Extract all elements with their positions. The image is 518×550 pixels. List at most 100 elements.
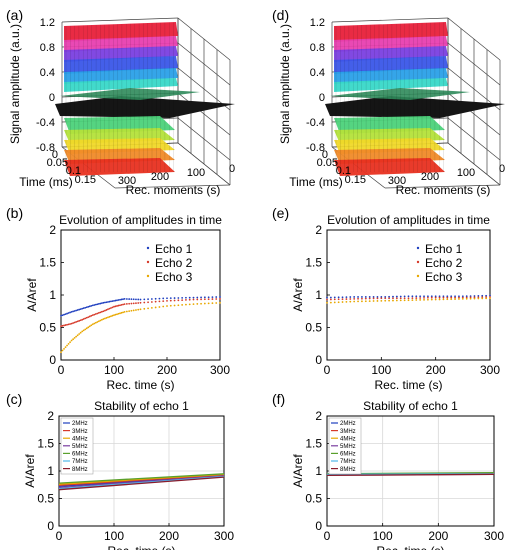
data-point <box>130 298 133 301</box>
data-point <box>93 322 96 325</box>
back-grid-line <box>61 17 179 23</box>
z-tick-label: 0.4 <box>310 67 325 79</box>
data-point <box>114 305 117 308</box>
data-point <box>84 328 87 331</box>
data-point <box>79 308 82 311</box>
data-point <box>75 321 78 323</box>
z-tick-label: -0.4 <box>36 117 55 129</box>
data-point <box>150 298 153 300</box>
data-point <box>123 311 126 313</box>
data-point <box>380 296 383 298</box>
data-point <box>461 298 464 300</box>
data-point <box>107 308 109 311</box>
data-point <box>166 299 168 302</box>
data-point <box>150 301 153 303</box>
data-point <box>122 303 124 306</box>
y-tick-label: 2 <box>49 223 56 237</box>
x-axis-label: Rec. time (s) <box>107 544 175 550</box>
data-point <box>361 297 363 300</box>
data-point <box>169 304 172 307</box>
panel-letter: (c) <box>6 391 22 407</box>
data-point <box>419 295 422 298</box>
data-point <box>123 303 126 305</box>
x-axis-label: Rec. time (s) <box>376 544 444 550</box>
data-point <box>139 298 142 301</box>
data-point <box>81 307 84 310</box>
data-point <box>407 297 410 300</box>
data-point <box>181 304 184 306</box>
data-point <box>158 297 161 300</box>
data-point <box>82 307 85 310</box>
data-point <box>337 301 340 304</box>
data-point <box>88 305 91 308</box>
data-point <box>415 299 418 301</box>
data-point <box>69 341 71 344</box>
x-tick-label: 300 <box>210 363 230 377</box>
surface-band <box>334 36 448 52</box>
data-point <box>392 299 394 302</box>
floor-edge <box>177 142 231 186</box>
data-point <box>64 324 67 326</box>
legend-label: 6MHz <box>72 452 88 458</box>
x-tick-label: 300 <box>214 529 234 543</box>
data-point <box>372 297 375 300</box>
y-tick-label: 0 <box>315 519 322 533</box>
data-point <box>63 347 65 350</box>
data-point <box>132 302 135 305</box>
data-point <box>200 302 202 305</box>
data-point <box>357 297 359 300</box>
data-point <box>75 335 78 338</box>
data-point <box>469 296 472 299</box>
legend-label: 7MHz <box>340 459 356 465</box>
data-point <box>102 310 105 313</box>
data-point <box>450 296 453 299</box>
data-point <box>94 313 97 315</box>
y-tick-label: 1.5 <box>37 437 54 451</box>
data-point <box>368 296 371 298</box>
data-point <box>85 327 88 330</box>
data-point <box>403 297 406 300</box>
legend-marker <box>416 260 420 264</box>
legend-label: 7MHz <box>72 459 88 465</box>
legend-label: 5MHz <box>72 444 88 450</box>
x-tick-label: 100 <box>104 363 124 377</box>
data-point <box>376 297 379 300</box>
data-point <box>84 317 87 320</box>
y-tick-label: 100 <box>457 167 475 179</box>
data-point <box>147 298 149 301</box>
surface-zero-plane <box>325 96 505 118</box>
data-point <box>122 298 124 301</box>
data-point <box>61 349 64 352</box>
data-point <box>94 303 97 306</box>
z-tick-label: -0.8 <box>36 142 55 154</box>
data-point <box>114 313 117 316</box>
data-point <box>117 304 120 307</box>
data-point <box>192 296 195 299</box>
data-point <box>427 298 429 301</box>
series-line-8mhz <box>326 473 495 477</box>
data-point <box>361 300 363 303</box>
x-tick-label: 0.1 <box>66 165 81 177</box>
y-tick-label: 2 <box>47 409 54 423</box>
y-tick-label: 0.5 <box>39 321 56 335</box>
legend-label: Echo 3 <box>155 270 193 284</box>
y-tick-label: 200 <box>421 171 439 183</box>
data-point <box>372 296 375 298</box>
data-point <box>162 305 165 308</box>
data-point <box>357 296 359 298</box>
data-point <box>158 306 161 308</box>
data-point <box>111 300 114 303</box>
y-tick-label: 1 <box>47 464 54 478</box>
data-point <box>353 296 356 298</box>
data-point <box>384 295 387 298</box>
x-tick-label: 300 <box>480 363 500 377</box>
data-point <box>105 309 108 311</box>
data-point <box>211 298 214 300</box>
legend-label: Echo 2 <box>155 256 193 270</box>
data-point <box>196 296 199 299</box>
data-point <box>203 302 206 305</box>
data-point <box>108 300 111 303</box>
data-point <box>82 318 85 320</box>
data-point <box>70 322 73 325</box>
data-point <box>90 324 93 327</box>
